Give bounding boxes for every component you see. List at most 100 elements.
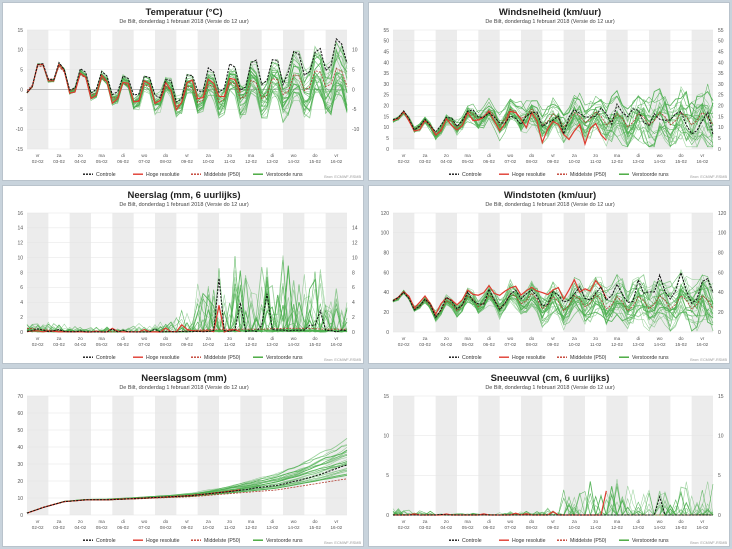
panel-neerslag: Neerslag (mm, 6 uurlijks) De Bilt, donder…: [2, 185, 364, 364]
y-tick-label: 50: [17, 428, 23, 434]
y-tick-label: 30: [383, 82, 389, 88]
temperatuur-subtitle: De Bilt, donderdag 1 februari 2018 (Vers…: [119, 19, 248, 25]
x-tick-date: 13-02: [632, 342, 644, 347]
y-tick-label: 25: [383, 93, 389, 99]
x-tick-date: 03-02: [419, 342, 431, 347]
x-tick-dow: zo: [227, 153, 232, 158]
x-tick-date: 05-02: [462, 525, 474, 530]
x-tick-date: 07-02: [138, 525, 150, 530]
x-tick-dow: do: [163, 153, 169, 158]
y-tick-label-right: 80: [718, 250, 724, 256]
legend-label: Middelste (P50): [570, 538, 607, 544]
y-tick-label: 0: [20, 330, 23, 336]
y-tick-label: 10: [383, 433, 389, 439]
x-tick-dow: ma: [98, 153, 105, 158]
ensemble-run-line: [392, 288, 714, 326]
x-tick-date: 14-02: [654, 525, 666, 530]
control-line: [392, 270, 714, 319]
y-tick-label: 4: [20, 300, 23, 306]
x-tick-dow: di: [637, 153, 641, 158]
x-tick-dow: ma: [464, 153, 471, 158]
ensemble-run-line: [392, 112, 714, 147]
y-tick-label-right: 40: [718, 290, 724, 296]
legend-label: Verstoorde runs: [632, 355, 669, 361]
y-tick-label-right: 55: [718, 28, 724, 34]
x-tick-dow: za: [57, 153, 62, 158]
x-tick-date: 09-02: [181, 525, 193, 530]
x-tick-dow: ma: [248, 153, 255, 158]
y-tick-label: 60: [383, 270, 389, 276]
credit-label: Bron: ECMWF-RSMB: [324, 358, 361, 362]
y-tick-label-right: 5: [352, 67, 355, 73]
y-tick-label-right: 5: [718, 136, 721, 142]
x-tick-dow: vr: [334, 336, 338, 341]
x-tick-date: 16-02: [696, 525, 708, 530]
x-tick-date: 12-02: [611, 525, 623, 530]
y-tick-label-right: 0: [718, 513, 721, 519]
y-tick-label-right: 100: [718, 231, 727, 237]
y-tick-label: 55: [383, 28, 389, 34]
x-tick-date: 07-02: [504, 342, 516, 347]
y-tick-label-right: 10: [718, 125, 724, 131]
x-tick-dow: zo: [444, 336, 449, 341]
x-tick-date: 04-02: [74, 525, 86, 530]
x-tick-date: 03-02: [53, 342, 65, 347]
neerslag-title: Neerslag (mm, 6 uurlijks): [128, 190, 241, 201]
x-tick-date: 08-02: [160, 342, 172, 347]
legend-label: Controle: [96, 355, 116, 361]
x-tick-dow: vr: [185, 336, 189, 341]
y-tick-label: -10: [16, 127, 23, 133]
legend-label: Middelste (P50): [570, 355, 607, 361]
x-tick-dow: ma: [98, 519, 105, 524]
x-tick-dow: vr: [185, 519, 189, 524]
y-tick-label-right: 30: [718, 82, 724, 88]
x-tick-dow: zo: [593, 519, 598, 524]
x-tick-dow: zo: [78, 519, 83, 524]
hires-line: [392, 278, 607, 316]
legend-label: Controle: [96, 172, 116, 178]
x-tick-date: 02-02: [398, 342, 410, 347]
windsnelheid-subtitle: De Bilt, donderdag 1 februari 2018 (Vers…: [485, 19, 614, 25]
control-line: [26, 278, 348, 333]
hires-line: [26, 489, 241, 514]
x-tick-date: 05-02: [462, 159, 474, 164]
y-tick-label: 30: [17, 462, 23, 468]
legend-label: Controle: [462, 172, 482, 178]
y-tick-label: 50: [383, 39, 389, 45]
x-tick-date: 16-02: [696, 342, 708, 347]
x-tick-dow: za: [423, 519, 428, 524]
x-tick-date: 02-02: [32, 159, 44, 164]
y-tick-label: 40: [383, 60, 389, 66]
x-tick-dow: di: [271, 153, 275, 158]
y-tick-label: 15: [17, 28, 23, 34]
x-tick-date: 05-02: [462, 342, 474, 347]
y-tick-label-right: 8: [352, 270, 355, 276]
legend-label: Verstoorde runs: [632, 538, 669, 544]
x-tick-dow: zo: [444, 519, 449, 524]
legend-label: Hoge resolutie: [146, 355, 180, 361]
y-tick-label: 70: [17, 394, 23, 400]
x-tick-dow: do: [163, 519, 169, 524]
x-tick-date: 02-02: [32, 342, 44, 347]
x-tick-date: 15-02: [309, 525, 321, 530]
x-tick-dow: do: [312, 336, 318, 341]
x-tick-dow: di: [637, 519, 641, 524]
x-tick-dow: vr: [402, 519, 406, 524]
x-tick-date: 06-02: [117, 342, 129, 347]
y-tick-label-right: 14: [352, 226, 358, 232]
y-tick-label-right: 10: [352, 255, 358, 261]
neerslagsom-subtitle: De Bilt, donderdag 1 februari 2018 (Vers…: [119, 385, 248, 391]
x-tick-dow: vr: [700, 153, 704, 158]
y-tick-label: 80: [383, 250, 389, 256]
x-tick-dow: do: [678, 336, 684, 341]
y-tick-label: 15: [383, 394, 389, 400]
y-tick-label-right: 25: [718, 93, 724, 99]
day-band: [521, 396, 543, 515]
x-tick-dow: vr: [36, 519, 40, 524]
neerslagsom-chart: Neerslagsom (mm)De Bilt, donderdag 1 feb…: [17, 373, 361, 545]
y-tick-label-right: 20: [718, 104, 724, 110]
ensemble-run-line: [392, 286, 714, 319]
x-tick-date: 11-02: [590, 342, 602, 347]
day-band: [478, 396, 500, 515]
x-tick-date: 11-02: [224, 525, 236, 530]
